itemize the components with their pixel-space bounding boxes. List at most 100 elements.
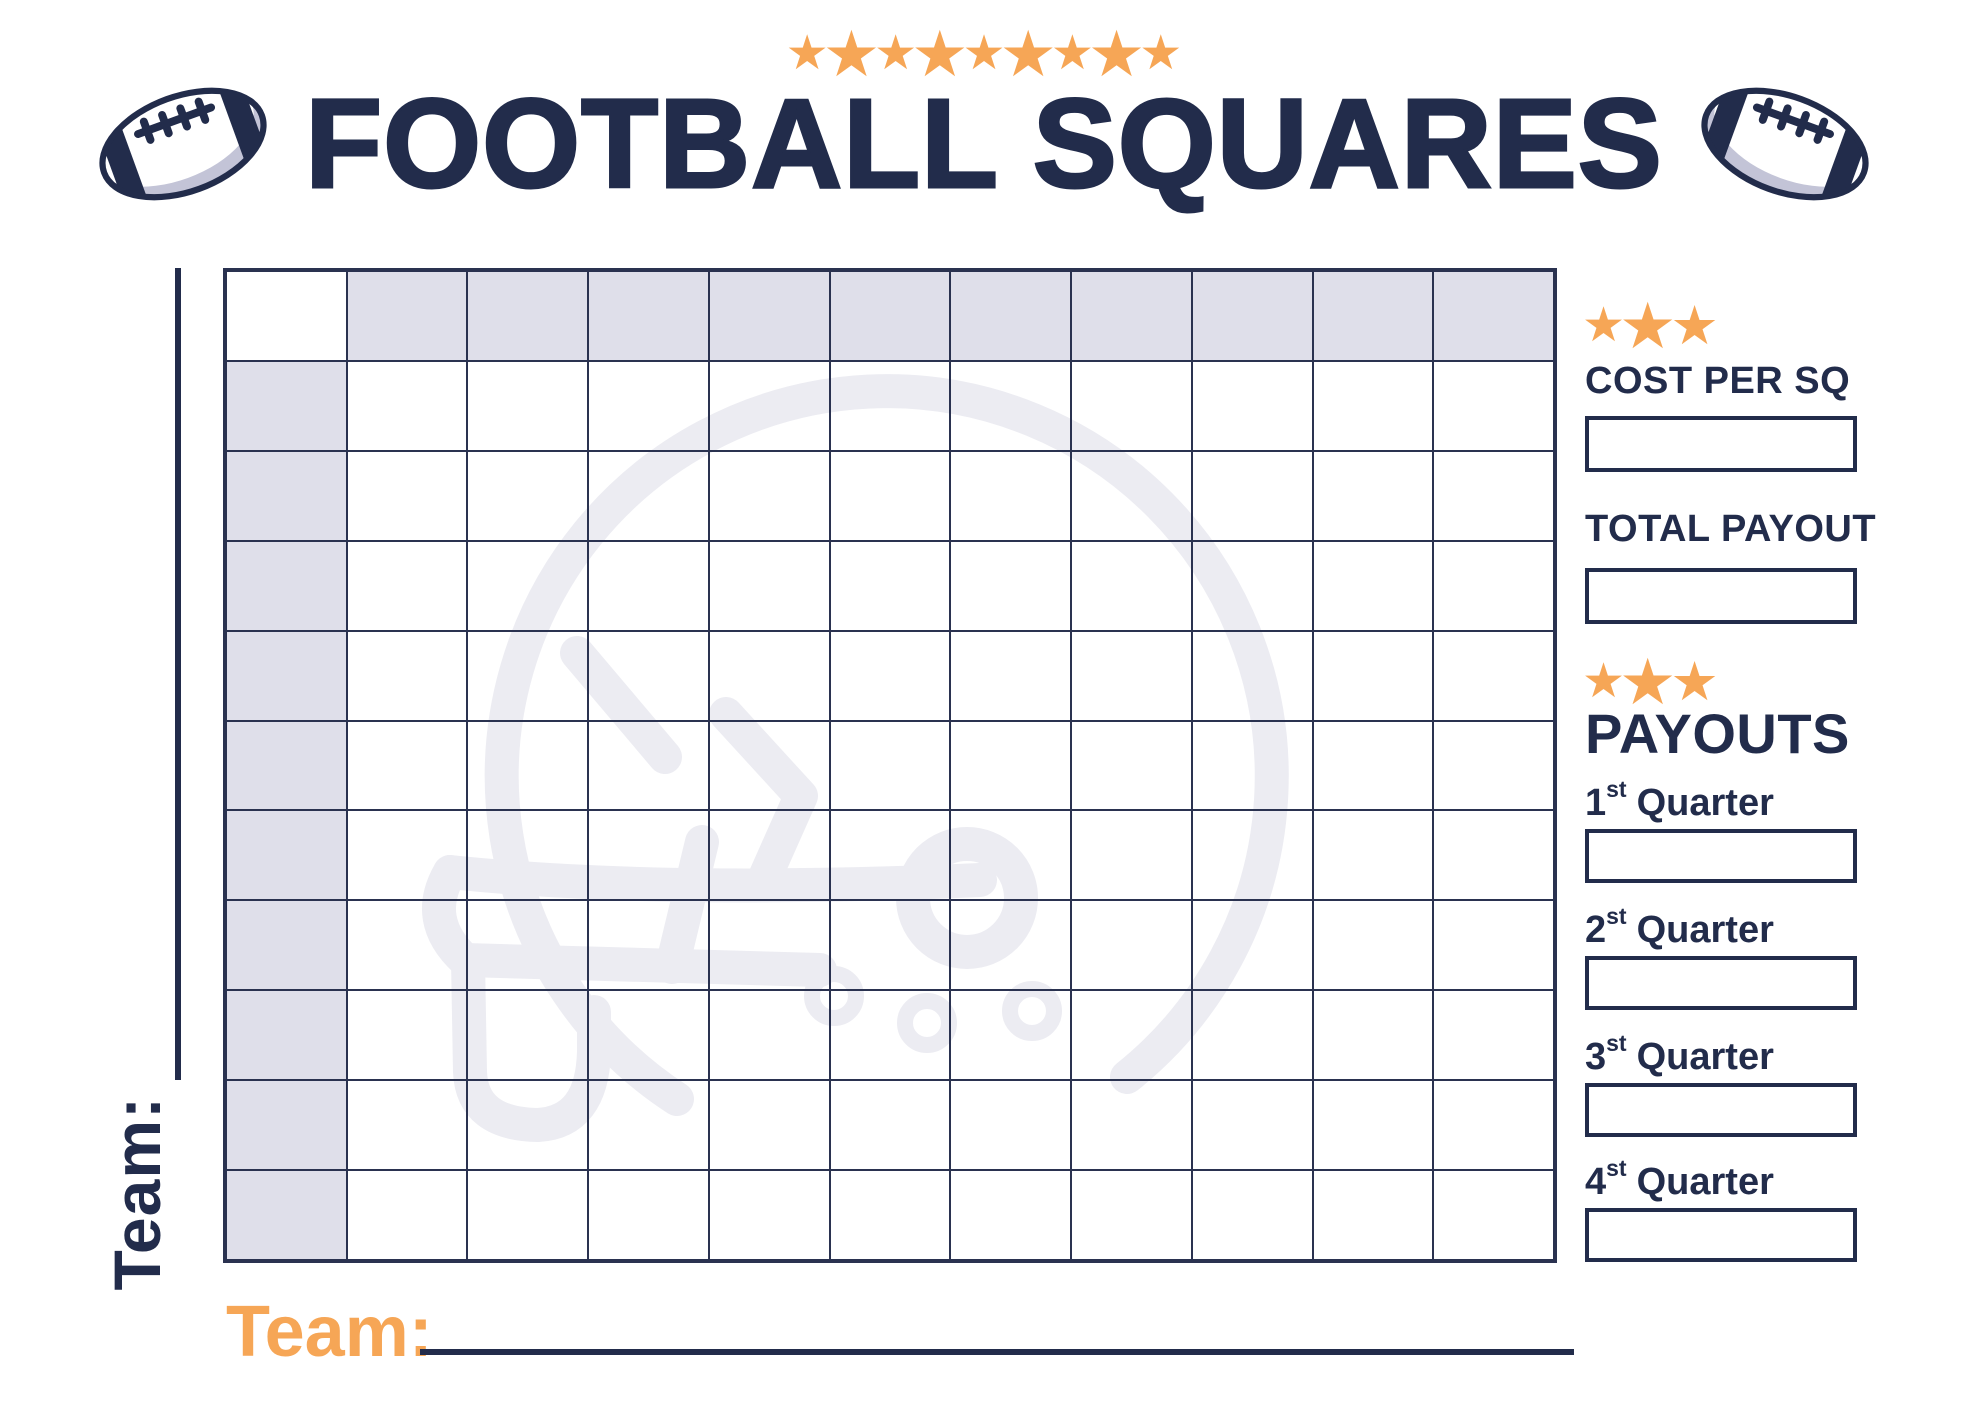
grid-cell[interactable] (1433, 450, 1554, 541)
grid-cell[interactable] (829, 1080, 951, 1171)
grid-header-cell[interactable] (226, 360, 347, 451)
quarter-4-payout-input[interactable] (1585, 1208, 1857, 1262)
grid-header-cell[interactable] (226, 1170, 347, 1260)
grid-cell[interactable] (950, 450, 1072, 541)
grid-header-cell[interactable] (1312, 271, 1434, 361)
grid-cell[interactable] (1071, 360, 1192, 451)
grid-cell[interactable] (467, 630, 589, 721)
grid-cell[interactable] (829, 1170, 951, 1260)
grid-cell[interactable] (950, 360, 1072, 451)
grid-cell[interactable] (588, 1170, 709, 1260)
grid-cell[interactable] (588, 1080, 709, 1171)
grid-cell[interactable] (467, 720, 589, 811)
grid-cell[interactable] (1071, 1080, 1192, 1171)
grid-cell[interactable] (1312, 720, 1434, 811)
grid-cell[interactable] (346, 1080, 468, 1171)
grid-cell[interactable] (950, 540, 1072, 631)
grid-cell[interactable] (1191, 540, 1313, 631)
grid-cell[interactable] (588, 540, 709, 631)
grid-header-cell[interactable] (226, 450, 347, 541)
grid-cell[interactable] (467, 990, 589, 1081)
grid-cell[interactable] (829, 720, 951, 811)
grid-cell[interactable] (588, 450, 709, 541)
grid-cell[interactable] (1191, 1080, 1313, 1171)
grid-cell[interactable] (1071, 900, 1192, 991)
grid-cell[interactable] (1071, 990, 1192, 1081)
grid-cell[interactable] (588, 630, 709, 721)
grid-cell[interactable] (1191, 990, 1313, 1081)
grid-cell[interactable] (346, 540, 468, 631)
grid-cell[interactable] (1433, 540, 1554, 631)
grid-cell[interactable] (1312, 450, 1434, 541)
grid-cell[interactable] (1433, 630, 1554, 721)
grid-header-cell[interactable] (226, 810, 347, 901)
grid-cell[interactable] (950, 900, 1072, 991)
grid-cell[interactable] (467, 540, 589, 631)
grid-header-cell[interactable] (346, 271, 468, 361)
grid-cell[interactable] (708, 1080, 830, 1171)
quarter-1-payout-input[interactable] (1585, 829, 1857, 883)
grid-cell[interactable] (829, 540, 951, 631)
grid-cell[interactable] (708, 900, 830, 991)
grid-cell[interactable] (1433, 900, 1554, 991)
grid-cell[interactable] (346, 450, 468, 541)
grid-cell[interactable] (346, 630, 468, 721)
quarter-3-payout-input[interactable] (1585, 1083, 1857, 1137)
grid-cell[interactable] (1433, 360, 1554, 451)
grid-cell[interactable] (346, 720, 468, 811)
grid-cell[interactable] (829, 630, 951, 721)
bottom-team-write-line[interactable] (420, 1349, 1574, 1355)
grid-cell[interactable] (829, 360, 951, 451)
grid-cell[interactable] (1312, 360, 1434, 451)
grid-header-cell[interactable] (226, 900, 347, 991)
grid-cell[interactable] (1191, 720, 1313, 811)
grid-cell[interactable] (950, 720, 1072, 811)
quarter-2-payout-input[interactable] (1585, 956, 1857, 1010)
grid-cell[interactable] (588, 810, 709, 901)
grid-cell[interactable] (1433, 1080, 1554, 1171)
total-payout-input[interactable] (1585, 568, 1857, 624)
grid-cell[interactable] (950, 1080, 1072, 1171)
grid-cell[interactable] (1312, 540, 1434, 631)
grid-cell[interactable] (950, 1170, 1072, 1260)
grid-cell[interactable] (708, 630, 830, 721)
grid-cell[interactable] (1191, 450, 1313, 541)
grid-header-cell[interactable] (226, 1080, 347, 1171)
cost-per-sq-input[interactable] (1585, 416, 1857, 472)
grid-cell[interactable] (708, 1170, 830, 1260)
grid-cell[interactable] (346, 1170, 468, 1260)
grid-cell[interactable] (467, 810, 589, 901)
grid-cell[interactable] (829, 990, 951, 1081)
grid-cell[interactable] (1071, 720, 1192, 811)
grid-cell[interactable] (467, 360, 589, 451)
grid-cell[interactable] (708, 990, 830, 1081)
grid-cell[interactable] (1191, 630, 1313, 721)
grid-cell[interactable] (1191, 900, 1313, 991)
grid-cell[interactable] (1071, 810, 1192, 901)
grid-cell[interactable] (1071, 630, 1192, 721)
grid-header-cell[interactable] (226, 630, 347, 721)
grid-cell[interactable] (950, 990, 1072, 1081)
grid-cell[interactable] (588, 360, 709, 451)
grid-cell[interactable] (346, 990, 468, 1081)
grid-cell[interactable] (1312, 1080, 1434, 1171)
grid-cell[interactable] (1433, 720, 1554, 811)
grid-cell[interactable] (1071, 450, 1192, 541)
grid-header-cell[interactable] (708, 271, 830, 361)
grid-cell[interactable] (708, 450, 830, 541)
grid-header-cell[interactable] (1191, 271, 1313, 361)
grid-cell[interactable] (1191, 810, 1313, 901)
grid-cell[interactable] (1312, 990, 1434, 1081)
grid-header-cell[interactable] (226, 540, 347, 631)
grid-cell[interactable] (1433, 990, 1554, 1081)
grid-cell[interactable] (467, 1170, 589, 1260)
grid-cell[interactable] (1433, 1170, 1554, 1260)
grid-cell[interactable] (829, 450, 951, 541)
grid-cell[interactable] (346, 360, 468, 451)
grid-cell[interactable] (708, 540, 830, 631)
grid-cell[interactable] (467, 1080, 589, 1171)
grid-cell[interactable] (829, 810, 951, 901)
grid-cell[interactable] (588, 990, 709, 1081)
grid-cell[interactable] (708, 810, 830, 901)
grid-cell[interactable] (829, 900, 951, 991)
